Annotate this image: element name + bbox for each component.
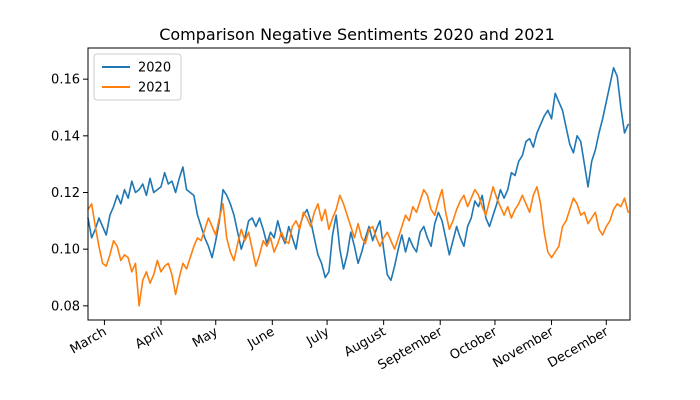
plot-frame xyxy=(87,47,631,321)
x-tick-label: March xyxy=(68,324,110,357)
y-axis: 0.08 0.10 0.12 0.14 0.16 xyxy=(51,73,88,314)
legend-label-2020: 2020 xyxy=(138,61,171,76)
x-tick-label: November xyxy=(490,324,557,371)
y-tick-label: 0.12 xyxy=(51,186,80,201)
x-tick-label: December xyxy=(545,324,611,371)
x-tick-label: August xyxy=(342,324,389,360)
x-tick-label: July xyxy=(303,324,332,349)
series-layer xyxy=(87,67,629,307)
x-tick-label: September xyxy=(375,324,445,373)
series-line-2021 xyxy=(87,186,629,307)
series-line-2020 xyxy=(87,67,629,282)
y-tick-label: 0.16 xyxy=(51,73,80,88)
legend: 2020 2021 xyxy=(93,53,182,101)
chart-title: Comparison Negative Sentiments 2020 and … xyxy=(159,25,555,44)
legend-label-2021: 2021 xyxy=(138,81,171,96)
y-tick-label: 0.08 xyxy=(51,299,80,314)
legend-box xyxy=(93,53,182,101)
x-tick-label: April xyxy=(133,324,166,352)
y-tick-label: 0.10 xyxy=(51,243,80,258)
x-tick-label: May xyxy=(190,324,221,351)
x-tick-label: June xyxy=(244,324,277,352)
y-tick-label: 0.14 xyxy=(51,129,80,144)
